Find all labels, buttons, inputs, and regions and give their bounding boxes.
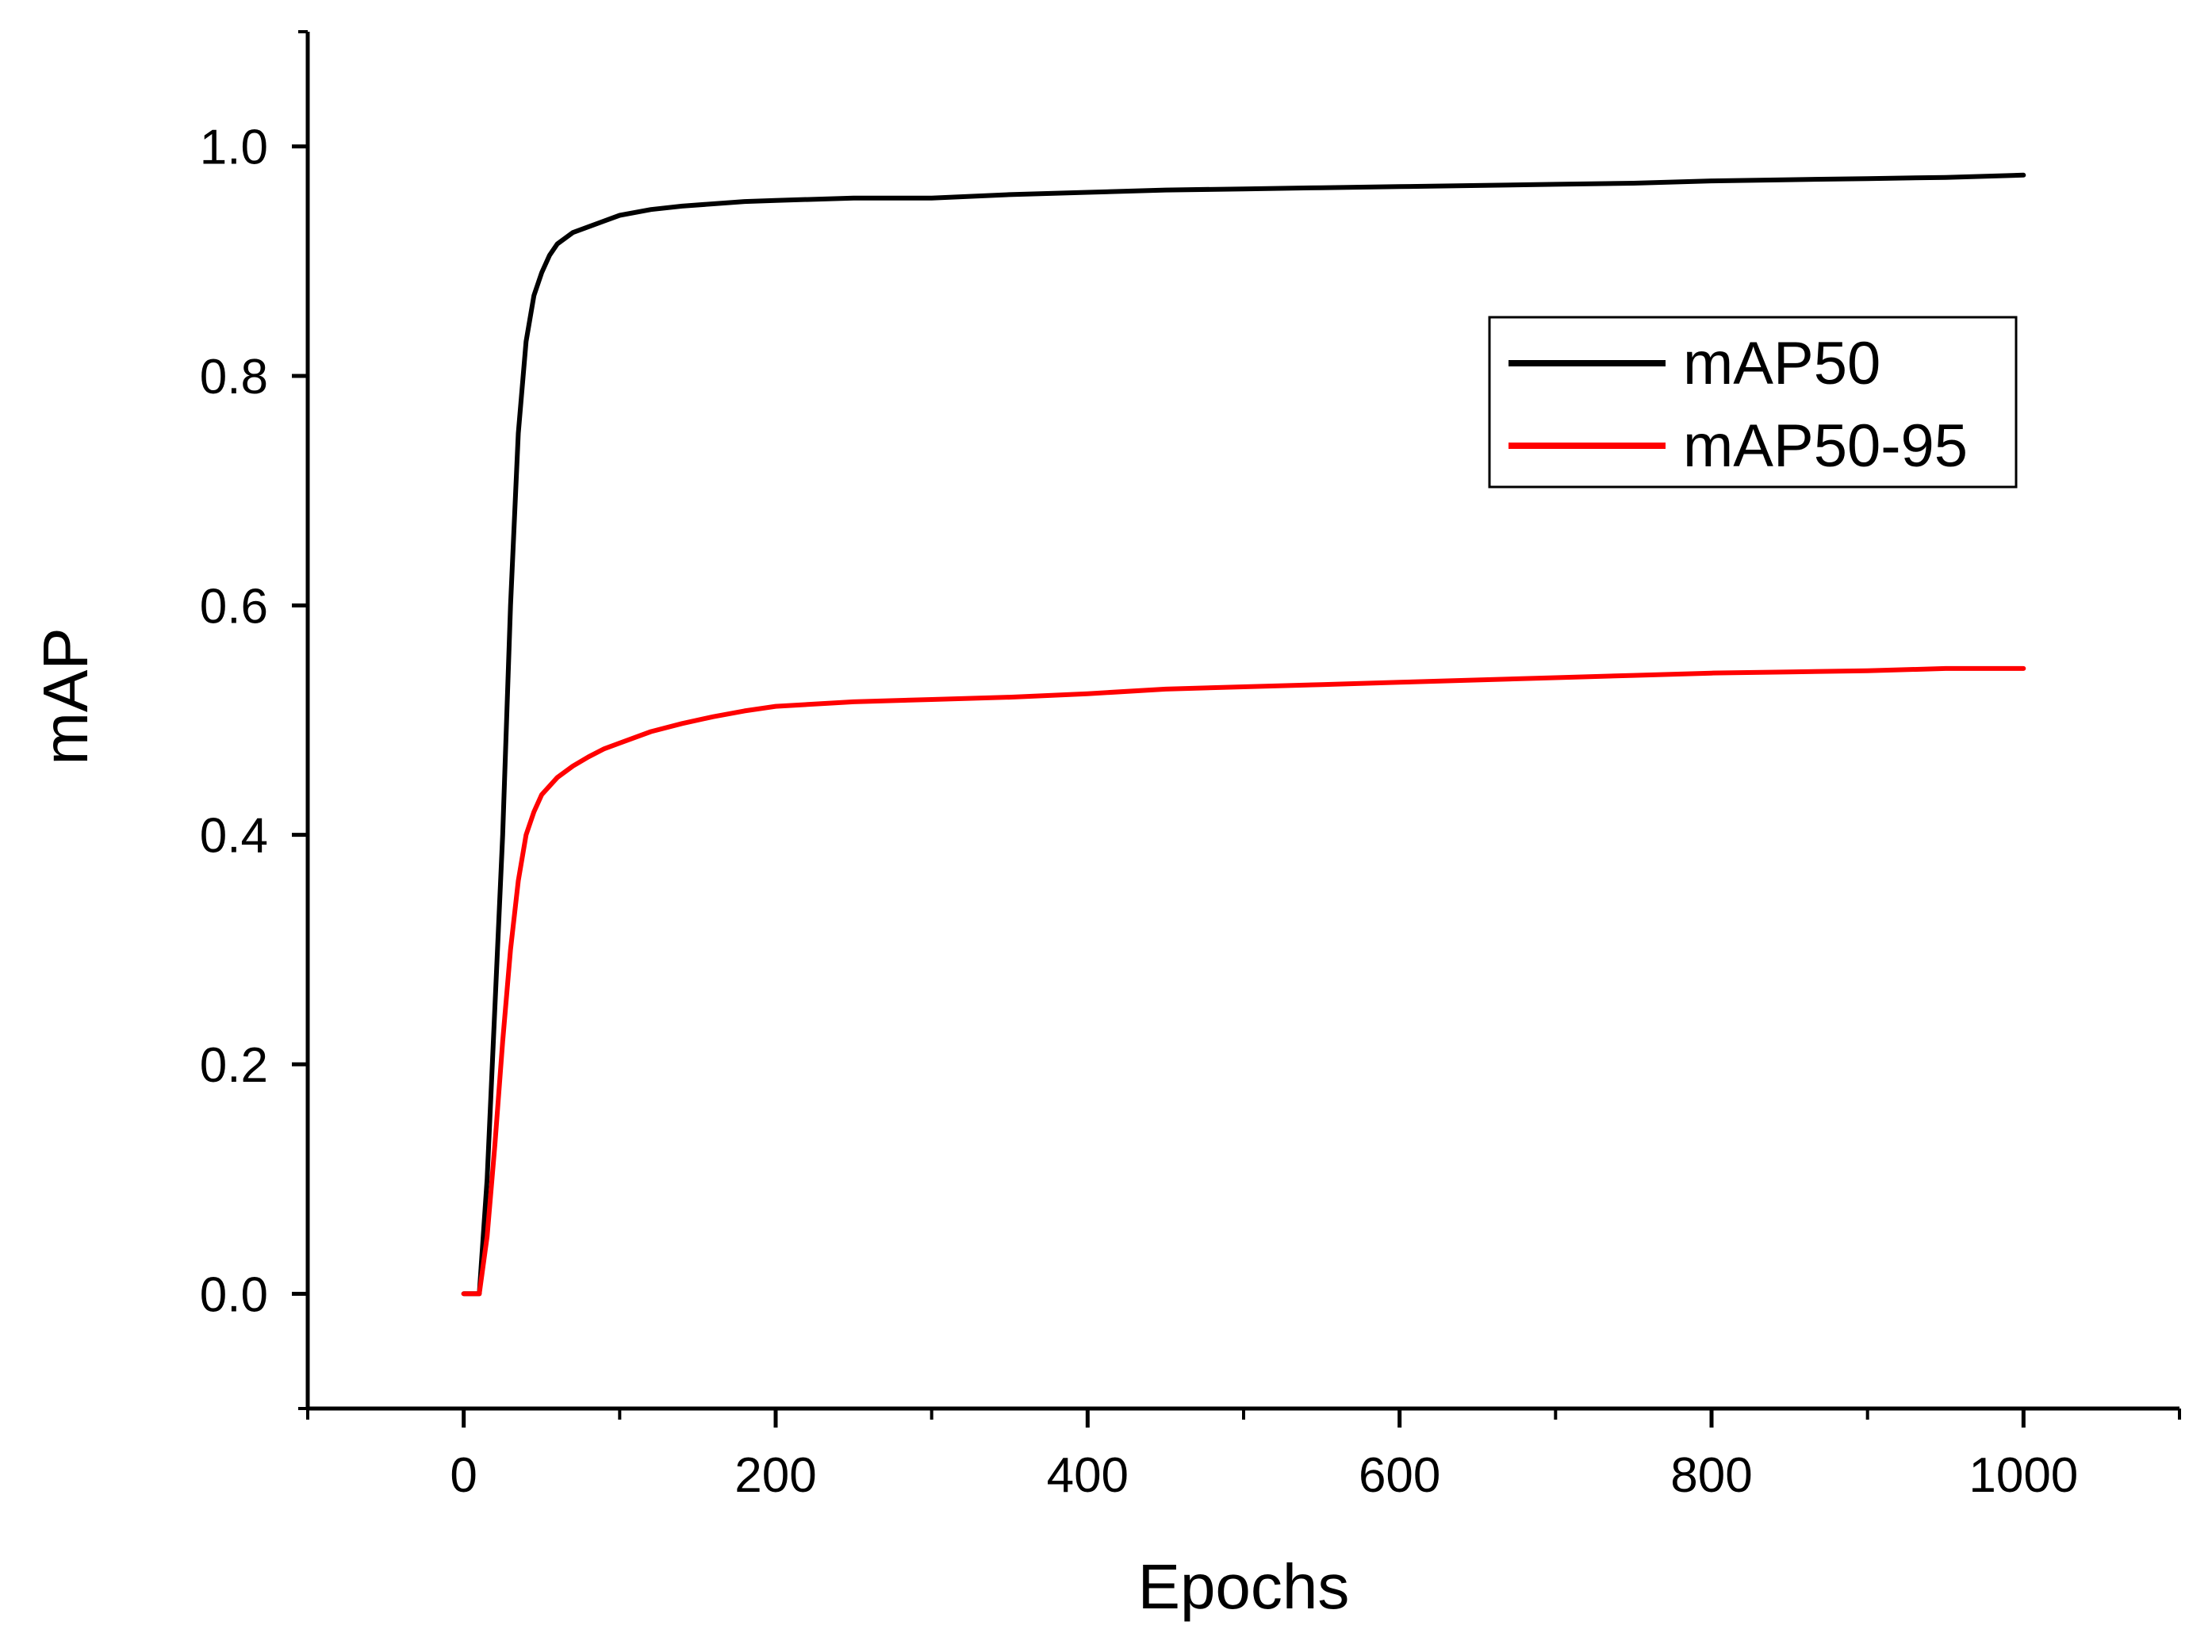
x-axis-ticks: 0 200 400 600 800 1000	[306, 1409, 2181, 1503]
y-tick-label: 0.4	[200, 809, 268, 864]
y-axis-ticks: 0.0 0.2 0.4 0.6 0.8 1.0	[200, 30, 308, 1410]
y-tick-label: 0.6	[200, 579, 268, 634]
series-layer	[461, 172, 2026, 1297]
y-tick-label: 1.0	[200, 121, 268, 175]
y-axis-title: mAP	[30, 627, 101, 765]
series-line-map50-95	[461, 665, 2026, 1297]
legend-box	[1488, 316, 2018, 489]
y-tick-label: 0.0	[200, 1267, 268, 1322]
y-tick-label: 0.8	[200, 350, 268, 404]
x-tick-label: 0	[450, 1448, 477, 1503]
series-line-map50	[461, 172, 2026, 1297]
x-axis-title: Epochs	[1138, 1551, 1350, 1622]
x-tick-label: 600	[1359, 1448, 1440, 1503]
legend: mAP50 mAP50-95	[1488, 316, 2018, 489]
x-tick-label: 800	[1670, 1448, 1752, 1503]
legend-label-map50-95: mAP50-95	[1683, 412, 1968, 480]
y-tick-label: 0.2	[200, 1038, 268, 1093]
x-tick-label: 400	[1047, 1448, 1129, 1503]
x-tick-label: 1000	[1969, 1448, 2078, 1503]
x-tick-label: 200	[734, 1448, 816, 1503]
legend-label-map50: mAP50	[1683, 330, 1880, 397]
